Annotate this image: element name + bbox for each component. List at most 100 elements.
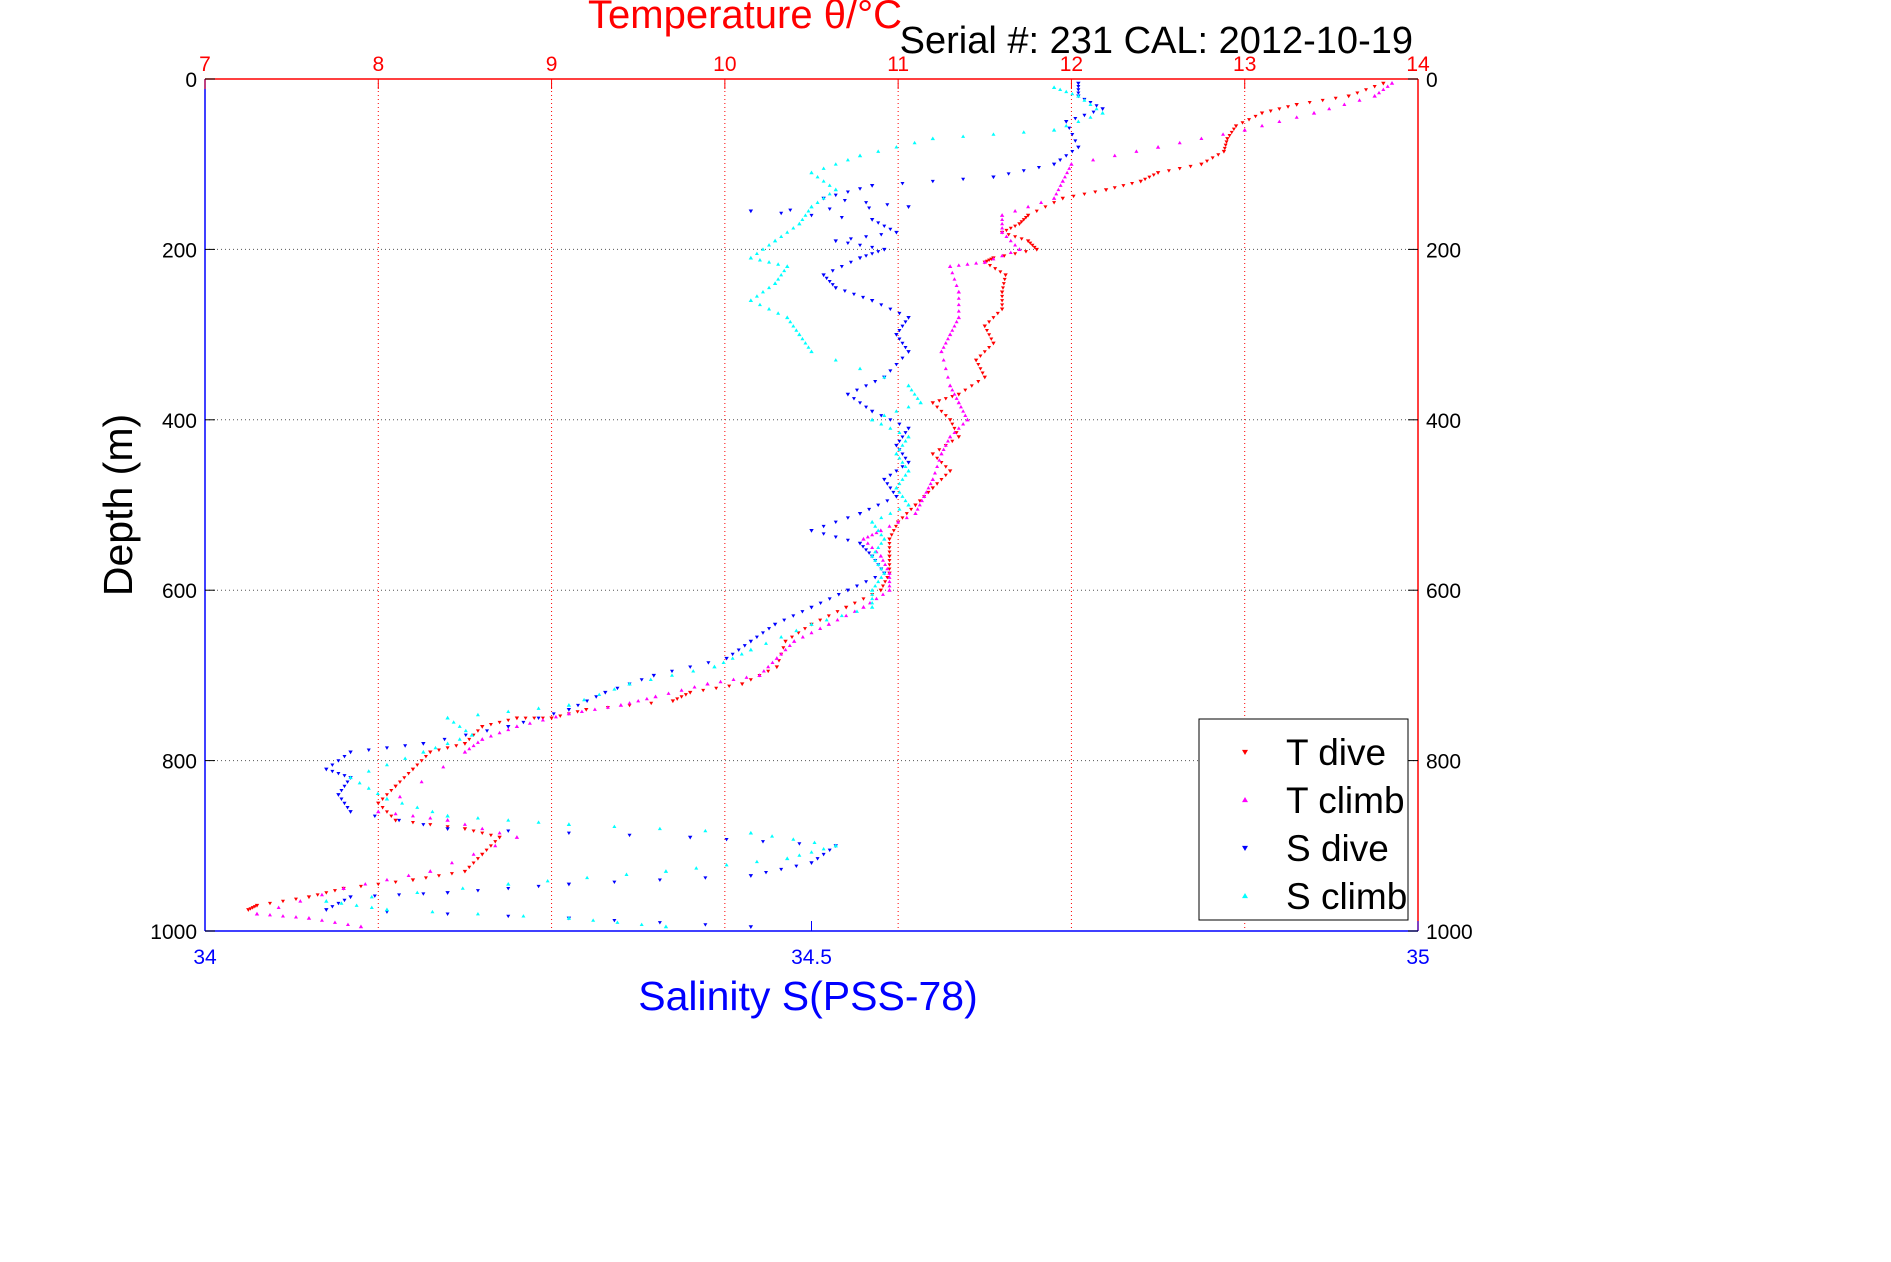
- data-point: [803, 341, 808, 345]
- data-point: [1076, 91, 1081, 95]
- data-point: [941, 447, 946, 452]
- data-point: [1019, 220, 1024, 224]
- data-point: [897, 430, 902, 434]
- data-point: [1021, 130, 1026, 134]
- data-point: [536, 884, 541, 889]
- data-point: [878, 588, 884, 593]
- data-point: [980, 371, 985, 375]
- data-point: [712, 664, 717, 669]
- data-point: [506, 709, 511, 714]
- legend-label: T climb: [1286, 780, 1405, 821]
- data-point: [449, 872, 454, 876]
- data-point: [954, 319, 959, 324]
- data-point: [1240, 121, 1245, 125]
- data-point: [1062, 174, 1067, 179]
- data-point: [1381, 81, 1386, 86]
- data-point: [766, 669, 771, 674]
- data-point: [475, 816, 480, 820]
- data-point: [1004, 228, 1009, 233]
- data-point: [397, 818, 402, 823]
- data-point: [848, 237, 853, 241]
- data-point: [748, 209, 754, 214]
- data-point: [991, 132, 996, 136]
- data-point: [935, 456, 940, 461]
- data-point: [506, 914, 511, 919]
- data-point: [894, 145, 899, 149]
- tick-label-depth-left: 800: [162, 751, 197, 774]
- data-point: [882, 224, 887, 228]
- data-point: [488, 734, 493, 738]
- data-point: [858, 366, 863, 371]
- data-point: [982, 350, 987, 354]
- data-point: [939, 409, 944, 414]
- data-point: [1227, 134, 1232, 138]
- data-point: [1233, 124, 1239, 129]
- data-point: [267, 901, 272, 906]
- data-point: [952, 392, 957, 396]
- data-point: [1034, 247, 1039, 252]
- data-point: [1346, 94, 1351, 99]
- data-point: [536, 716, 541, 720]
- data-point: [900, 460, 905, 464]
- data-point: [721, 660, 726, 665]
- data-point: [1054, 192, 1059, 196]
- data-point: [1320, 98, 1325, 103]
- data-point: [894, 494, 899, 499]
- data-point: [879, 532, 884, 537]
- data-point: [1036, 165, 1041, 170]
- data-point: [597, 692, 602, 696]
- data-point: [649, 701, 654, 706]
- data-point: [1094, 106, 1099, 111]
- data-point: [791, 837, 796, 841]
- series-t-dive: [246, 81, 1386, 912]
- data-point: [954, 431, 959, 435]
- data-point: [887, 524, 892, 528]
- data-point: [1216, 153, 1221, 157]
- data-point: [575, 703, 580, 708]
- data-point: [956, 392, 961, 397]
- data-point: [826, 614, 831, 618]
- data-point: [869, 183, 875, 188]
- data-point: [869, 298, 875, 303]
- data-point: [897, 456, 902, 460]
- data-point: [919, 498, 924, 503]
- data-point: [471, 743, 476, 748]
- data-point: [894, 469, 899, 473]
- data-point: [566, 711, 572, 716]
- data-point: [463, 733, 468, 738]
- data-point: [336, 901, 341, 906]
- data-point: [445, 746, 450, 750]
- data-point: [830, 283, 835, 287]
- data-point: [376, 801, 381, 806]
- data-point: [885, 566, 890, 571]
- data-point: [851, 397, 856, 401]
- data-point: [366, 786, 371, 790]
- data-point: [636, 698, 641, 703]
- data-point: [393, 811, 398, 816]
- data-point: [705, 681, 710, 686]
- data-point: [1001, 282, 1006, 286]
- data-point: [887, 588, 892, 592]
- data-point: [421, 742, 426, 746]
- data-point: [493, 843, 498, 848]
- data-point: [956, 296, 961, 300]
- data-point: [904, 515, 909, 520]
- data-point: [532, 716, 537, 720]
- data-point: [384, 793, 389, 797]
- data-point: [384, 907, 390, 912]
- data-point: [757, 673, 762, 677]
- data-point: [991, 316, 996, 320]
- data-point: [703, 923, 708, 927]
- tick-label-depth-left: 600: [162, 580, 197, 603]
- data-point: [772, 238, 778, 243]
- data-point: [883, 580, 888, 584]
- data-point: [657, 921, 662, 925]
- data-point: [861, 597, 866, 601]
- data-point: [864, 580, 869, 584]
- data-point: [348, 895, 353, 900]
- data-point: [436, 874, 441, 878]
- data-point: [575, 710, 580, 714]
- data-point: [879, 414, 884, 418]
- data-point: [467, 865, 472, 870]
- data-point: [566, 882, 572, 887]
